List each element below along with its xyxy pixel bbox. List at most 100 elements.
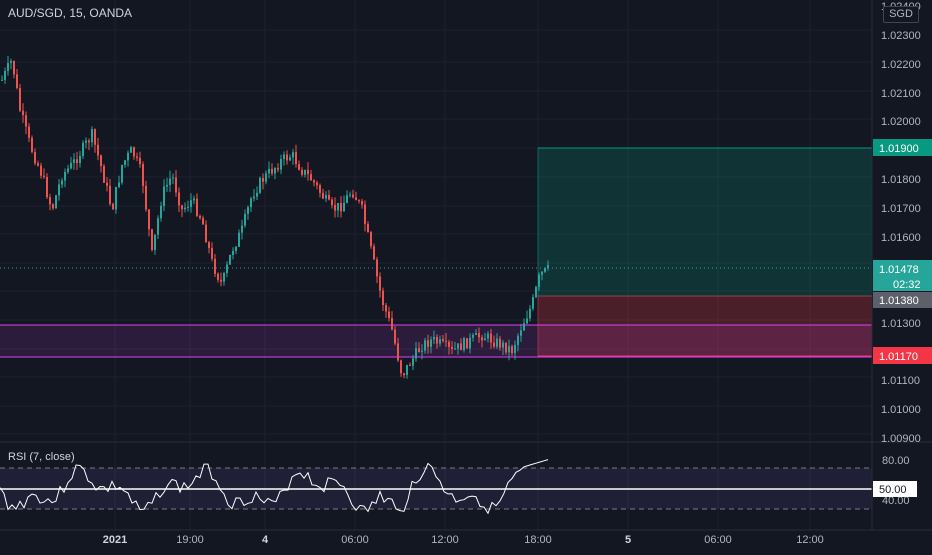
candle-body (361, 200, 363, 205)
candle-body (445, 340, 447, 342)
candle-body (343, 202, 345, 212)
candle-body (442, 339, 444, 341)
candle-body (493, 342, 495, 347)
candle-body (196, 198, 198, 216)
candle-body (199, 215, 201, 219)
candle-body (481, 337, 483, 341)
candle-body (373, 246, 375, 260)
candle-body (475, 333, 477, 335)
candle-body (268, 168, 270, 174)
candle-body (487, 333, 489, 339)
candle-body (316, 182, 318, 186)
candle-body (256, 192, 258, 197)
candle-body (418, 348, 420, 352)
candle-body (292, 152, 294, 158)
candle-body (505, 342, 507, 353)
candle-body (19, 88, 21, 111)
candle-body (91, 129, 93, 143)
candle-body (43, 175, 45, 177)
candle-body (244, 213, 246, 226)
candle-body (82, 142, 84, 156)
candle-body (10, 60, 12, 63)
candle-body (421, 350, 423, 352)
candle-body (130, 147, 132, 153)
candle-body (313, 180, 315, 183)
candle-body (235, 246, 237, 251)
candle-body (523, 323, 525, 331)
candle-body (40, 165, 42, 176)
price-tick-label: 1.00900 (881, 433, 921, 445)
candle-body (88, 140, 90, 143)
candle-body (58, 184, 60, 196)
countdown-badge: 02:32 (873, 276, 932, 291)
candle-body (448, 341, 450, 347)
candle-body (424, 340, 426, 351)
price-tick-label: 1.01700 (881, 203, 921, 215)
candle-body (223, 273, 225, 282)
candle-body (301, 169, 303, 175)
candle-body (112, 203, 114, 210)
entry-price-badge-text: 1.01380 (879, 295, 919, 307)
candle-body (382, 290, 384, 306)
time-axis-label: 12:00 (431, 534, 459, 546)
candle-body (460, 343, 462, 351)
rsi-legend-label[interactable]: RSI (7, close) (8, 451, 75, 463)
candle-body (337, 203, 339, 211)
candle-body (262, 178, 264, 182)
symbol-title[interactable]: AUD/SGD, 15, OANDA (8, 6, 133, 20)
candle-body (259, 178, 261, 193)
candle-body (184, 207, 186, 210)
candle-body (1, 79, 3, 81)
candle-body (529, 308, 531, 319)
candle-body (46, 176, 48, 198)
candle-body (409, 364, 411, 366)
candle-body (229, 254, 231, 265)
price-tick-label: 1.02100 (881, 88, 921, 100)
stop-loss-badge-text: 1.01170 (879, 351, 918, 363)
candle-body (277, 168, 279, 170)
candle-body (283, 154, 285, 160)
candle-body (370, 232, 372, 247)
candle-body (466, 338, 468, 349)
candle-body (133, 147, 135, 157)
candle-body (286, 154, 288, 161)
candle-body (385, 305, 387, 312)
candle-body (109, 185, 111, 204)
candle-body (127, 152, 129, 161)
take-profit-zone[interactable] (537, 147, 873, 297)
price-axis[interactable]: 1.024001.023001.022001.021001.020001.018… (881, 1, 921, 445)
price-tick-label: 1.01100 (881, 375, 920, 387)
stop-loss-badge: 1.01170 (873, 347, 932, 364)
time-axis-label: 06:00 (341, 534, 369, 546)
candle-body (397, 343, 399, 361)
price-tick-label: 1.02200 (881, 59, 921, 71)
candle-body (463, 338, 465, 351)
candle-body (322, 192, 324, 199)
candle-body (406, 364, 408, 376)
candle-body (172, 177, 174, 179)
candle-body (247, 207, 249, 214)
candle-body (151, 229, 153, 250)
candle-body (280, 159, 282, 170)
candle-body (253, 196, 255, 199)
time-axis-label: 19:00 (176, 534, 204, 546)
candle-body (232, 250, 234, 255)
time-axis-label: 06:00 (704, 534, 732, 546)
candle-body (514, 344, 516, 354)
candle-body (52, 204, 54, 209)
candle-body (379, 276, 381, 291)
currency-button[interactable]: SGD (883, 6, 919, 23)
candle-body (103, 166, 105, 183)
price-tick-label: 1.02000 (881, 116, 921, 128)
price-tick-label: 1.01300 (881, 318, 921, 330)
candle-body (526, 318, 528, 324)
time-axis[interactable]: 2021 19:00 4 06:00 12:00 18:00 5 06:00 12:00 (103, 534, 824, 546)
candle-body (541, 271, 543, 275)
candle-body (190, 200, 192, 208)
stop-loss-zone[interactable] (537, 295, 873, 357)
candle-body (241, 225, 243, 233)
candle-body (328, 195, 330, 200)
candle-body (520, 330, 522, 336)
